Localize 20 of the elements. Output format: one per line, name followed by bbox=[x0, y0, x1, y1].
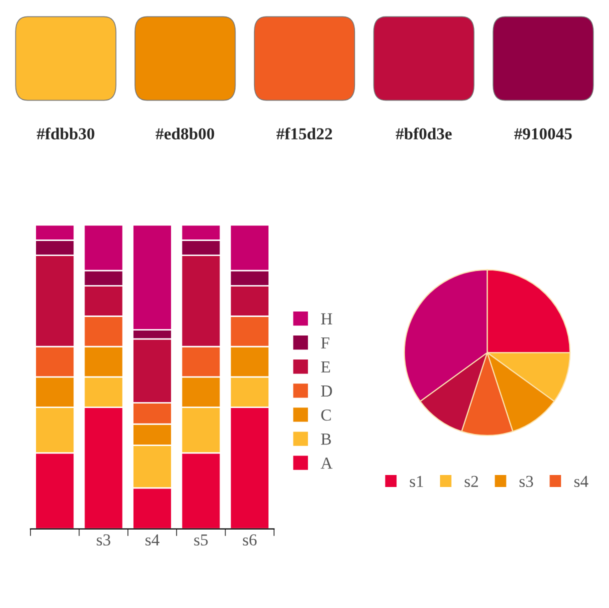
x-tick-label: s5 bbox=[194, 534, 208, 546]
legend-label: C bbox=[321, 409, 331, 421]
legend-label: D bbox=[321, 386, 332, 396]
legend-label: F bbox=[321, 337, 330, 348]
text: #ed8b00 bbox=[156, 128, 214, 140]
legend-label: s1 bbox=[410, 476, 424, 488]
legend-label: s4 bbox=[574, 476, 588, 488]
text: #fdbb30 bbox=[36, 128, 94, 140]
text: #910045 bbox=[514, 128, 572, 140]
x-tick-label: s6 bbox=[242, 534, 257, 546]
legend-label: H bbox=[321, 313, 332, 324]
x-tick-label: s4 bbox=[146, 534, 160, 546]
x-tick-label: s3 bbox=[96, 534, 110, 546]
legend-label: s2 bbox=[464, 476, 478, 488]
text: #bf0d3e bbox=[396, 128, 452, 140]
legend-label: E bbox=[321, 362, 330, 372]
text: #f15d22 bbox=[276, 128, 332, 140]
legend-label: B bbox=[321, 434, 331, 445]
legend-label: A bbox=[320, 458, 333, 469]
legend-label: s3 bbox=[520, 476, 534, 488]
